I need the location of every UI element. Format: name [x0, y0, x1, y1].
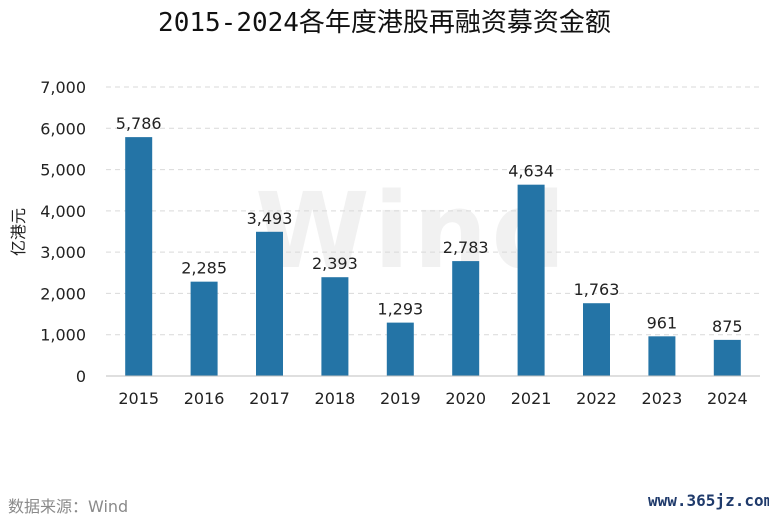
bar-2020 — [452, 261, 480, 376]
data-label-2018: 2,393 — [312, 254, 358, 273]
y-tick-label: 1,000 — [40, 326, 86, 345]
y-tick-label: 5,000 — [40, 161, 86, 180]
bar-2023 — [648, 336, 676, 376]
x-tick-label-2024: 2024 — [707, 389, 748, 408]
bar-2021 — [517, 184, 545, 376]
site-url: www.365jz.com — [648, 491, 769, 510]
y-axis-ticks: 0 1,000 2,000 3,000 4,000 5,000 6,000 7,000 — [40, 78, 86, 386]
data-label-2024: 875 — [712, 317, 743, 336]
x-tick-label-2020: 2020 — [445, 389, 486, 408]
y-tick-label: 4,000 — [40, 202, 86, 221]
data-label-2022: 1,763 — [574, 280, 620, 299]
x-tick-label-2016: 2016 — [184, 389, 225, 408]
data-labels: 5,786 2,285 3,493 2,393 1,293 2,783 4,634 1,763… — [116, 114, 743, 336]
bar-2018 — [321, 277, 349, 376]
x-tick-label-2022: 2022 — [576, 389, 617, 408]
y-tick-label: 0 — [76, 367, 86, 386]
x-axis-ticks: 2015 2016 2017 2018 2019 2020 2021 2022 2023 2024 — [118, 389, 747, 408]
data-label-2016: 2,285 — [181, 259, 227, 278]
data-label-2020: 2,783 — [443, 238, 489, 257]
bar-2019 — [386, 322, 414, 376]
y-tick-label: 7,000 — [40, 78, 86, 97]
bar-2024 — [713, 339, 741, 376]
y-tick-label: 3,000 — [40, 243, 86, 262]
x-tick-label-2015: 2015 — [118, 389, 159, 408]
x-tick-label-2019: 2019 — [380, 389, 421, 408]
y-tick-label: 6,000 — [40, 119, 86, 138]
data-label-2017: 3,493 — [247, 209, 293, 228]
bar-2015 — [125, 137, 153, 376]
bar-2016 — [190, 281, 218, 376]
watermark-logo: Wind — [255, 170, 570, 292]
chart-title: 2015-2024各年度港股再融资募资金额 — [158, 8, 611, 38]
x-tick-label-2018: 2018 — [315, 389, 356, 408]
data-label-2019: 1,293 — [377, 300, 423, 319]
x-tick-label-2021: 2021 — [511, 389, 552, 408]
y-tick-label: 2,000 — [40, 284, 86, 303]
data-label-2023: 961 — [647, 313, 678, 332]
data-label-2021: 4,634 — [508, 162, 554, 181]
y-axis-label: 亿港元 — [9, 208, 28, 256]
bar-2022 — [583, 303, 610, 376]
bar-2017 — [256, 231, 283, 376]
x-tick-label-2023: 2023 — [642, 389, 683, 408]
source-note: 数据来源：Wind — [8, 497, 129, 516]
data-label-2015: 5,786 — [116, 114, 162, 133]
bars — [125, 137, 741, 376]
x-tick-label-2017: 2017 — [249, 389, 290, 408]
